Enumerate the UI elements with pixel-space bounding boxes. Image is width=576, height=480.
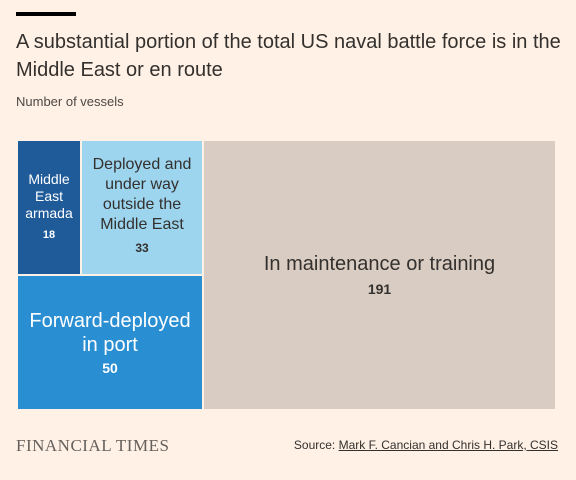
tile-label: Deployed and under way outside the Middl…	[92, 156, 192, 233]
tile-value: 50	[102, 360, 118, 376]
top-rule	[16, 12, 76, 16]
tile-value: 191	[367, 281, 392, 297]
source-note: Source: Mark F. Cancian and Chris H. Par…	[294, 438, 558, 452]
tile-label: In maintenance or training	[263, 253, 496, 275]
tile-forward-deployed: Forward-deployed in port 50	[17, 275, 203, 410]
chart-subtitle: Number of vessels	[16, 94, 124, 109]
tile-value: 33	[135, 241, 149, 255]
tile-maintenance-training: In maintenance or training 191	[203, 140, 556, 410]
tile-deployed-outside: Deployed and under way outside the Middl…	[81, 140, 203, 275]
source-link[interactable]: Mark F. Cancian and Chris H. Park, CSIS	[338, 438, 558, 452]
ft-logo: FINANCIAL TIMES	[16, 436, 170, 455]
tile-value: 18	[42, 229, 56, 241]
chart-title: A substantial portion of the total US na…	[16, 31, 561, 81]
tile-middle-east-armada: Middle East armada 18	[17, 140, 81, 275]
treemap: Middle East armada 18 Deployed and under w…	[17, 140, 556, 410]
tile-label: Forward-deployed in port	[29, 310, 191, 356]
source-prefix: Source:	[293, 438, 339, 452]
tile-label: Middle East armada	[25, 171, 73, 221]
